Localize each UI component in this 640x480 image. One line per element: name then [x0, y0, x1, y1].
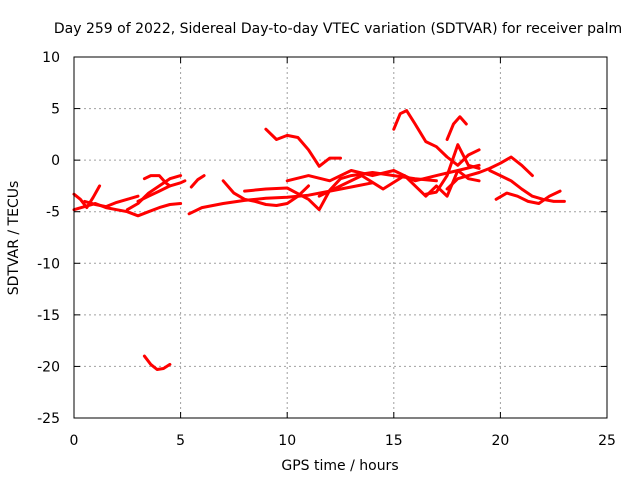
series-arc-3: [83, 194, 140, 209]
y-tick-label: -5: [46, 205, 60, 221]
series-arc-19: [488, 169, 566, 203]
series-arc-4: [125, 174, 183, 212]
chart-title: Day 259 of 2022, Sidereal Day-to-day VTE…: [54, 21, 622, 37]
series-arc-15: [392, 109, 481, 167]
series-arc-10: [221, 179, 310, 207]
y-tick-label: 5: [51, 102, 60, 118]
x-tick-label: 5: [176, 433, 185, 449]
y-tick-label: -10: [37, 256, 60, 272]
y-tick-label: -15: [37, 308, 60, 324]
y-tick-labels: 10 5 0 -5 -10 -15 -20 -25: [37, 50, 60, 427]
plot-frame: [73, 56, 608, 419]
series-arc-9: [187, 181, 374, 216]
y-tick-label: -25: [37, 411, 60, 427]
series-arc-11: [264, 127, 342, 168]
series-arc-16: [445, 115, 468, 141]
x-tick-label: 20: [491, 433, 509, 449]
series-arc-7: [142, 354, 172, 371]
series-arc-18: [445, 155, 534, 191]
series-arc-6: [142, 174, 172, 188]
y-tick-label: 0: [51, 153, 60, 169]
x-tick-label: 10: [278, 433, 296, 449]
x-tick-label: 25: [598, 433, 616, 449]
series-arc-17: [424, 143, 481, 196]
data-series: [72, 109, 566, 371]
x-tick-labels: 0 5 10 15 20 25: [70, 433, 616, 449]
series-arc-14: [317, 169, 481, 198]
y-tick-label: 10: [42, 50, 60, 66]
series-arc-8: [189, 174, 206, 189]
grid-lines: [74, 57, 607, 418]
series-arc-1: [72, 184, 102, 210]
x-tick-label: 15: [385, 433, 403, 449]
series-arc-12: [243, 171, 438, 212]
y-tick-label: -20: [37, 359, 60, 375]
x-tick-label: 0: [70, 433, 79, 449]
axis-ticks: [73, 56, 608, 419]
y-axis-label: SDTVAR / TECUs: [6, 181, 22, 296]
series-arc-5: [136, 179, 187, 203]
x-axis-label: GPS time / hours: [281, 458, 398, 474]
series-arc-20: [494, 189, 562, 205]
